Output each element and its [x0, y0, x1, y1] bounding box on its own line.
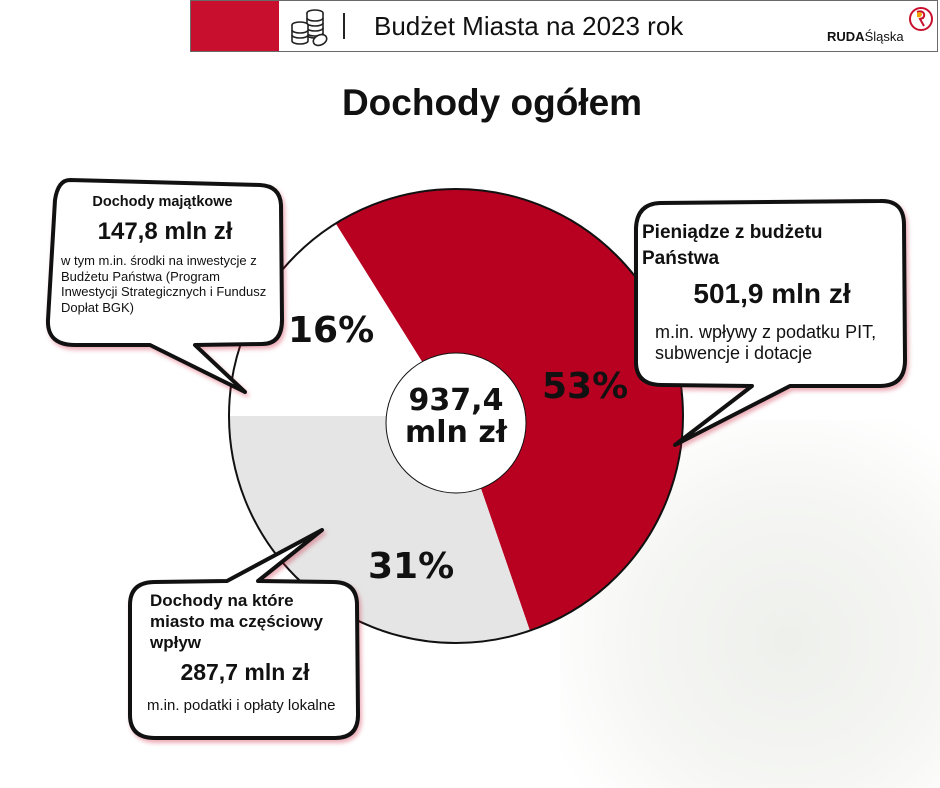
callout-panstwo: [634, 198, 907, 447]
pct-label-panstwo: 53%: [542, 366, 629, 407]
callout-czesciowy: [128, 528, 360, 740]
czesciowy-title: Dochody na które miasto ma częściowy wpł…: [150, 591, 323, 652]
logo-text-bold: RUDA: [827, 29, 865, 44]
header-accent-block: [191, 1, 279, 51]
pct-label-majatkowe: 16%: [288, 310, 375, 351]
coins-icon: [291, 9, 328, 47]
header-title: Budżet Miasta na 2023 rok: [374, 11, 684, 41]
header-separator: [343, 13, 345, 39]
majatkowe-title: Dochody majątkowe: [92, 194, 233, 210]
slice-majatkowe: [229, 223, 456, 416]
panstwo-title: Pieniądze z budżetu Państwa: [642, 222, 823, 269]
total-label: 937,4 mln zł: [405, 383, 507, 450]
majatkowe-desc: w tym m.in. środki na inwestycje z Budże…: [61, 253, 267, 315]
header-bar: Budżet Miasta na 2023 rok RUDAŚląska: [190, 0, 938, 52]
majatkowe-value: 147,8 mln zł: [97, 218, 233, 245]
czesciowy-value: 287,7 mln zł: [180, 659, 310, 685]
panstwo-value: 501,9 mln zł: [693, 278, 851, 309]
ruda-slaska-logo: RUDAŚląska: [827, 5, 935, 49]
callout-majatkowe: [45, 178, 284, 394]
logo-text-light: Śląska: [864, 29, 904, 44]
donut-hole: [385, 352, 527, 494]
panstwo-desc: m.in. wpływy z podatku PIT, subwencje i …: [655, 322, 877, 363]
logo-mark-icon: [909, 7, 933, 31]
czesciowy-desc: m.in. podatki i opłaty lokalne: [147, 697, 336, 714]
page-title: Dochody ogółem: [341, 82, 643, 123]
pct-label-czesciowy: 31%: [368, 546, 455, 587]
